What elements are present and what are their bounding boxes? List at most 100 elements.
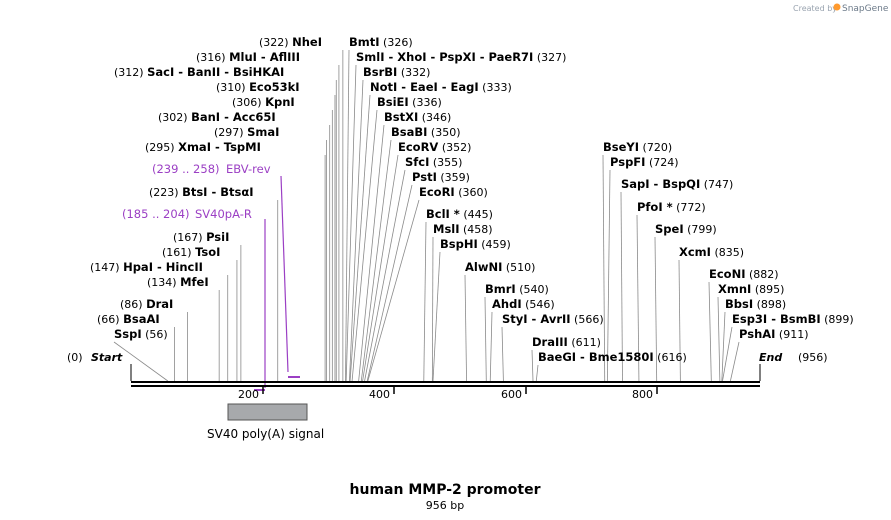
watermark-brand: SnapGene (842, 4, 889, 14)
cut-site-enzymes: BclI * (426, 207, 460, 221)
cut-site-leader (431, 236, 434, 382)
cut-site-label[interactable]: XmnI (895) (718, 282, 784, 296)
cut-site-label[interactable]: EcoRI (360) (419, 185, 488, 199)
cut-site-label[interactable]: SfcI (355) (405, 155, 462, 169)
cut-site-label[interactable]: SmlI - XhoI - PspXI - PaeR7I (327) (356, 50, 566, 64)
cut-site-enzymes: SmlI - XhoI - PspXI - PaeR7I (356, 50, 533, 64)
cut-site-position: (336) (409, 96, 442, 109)
cut-site-label[interactable]: BaeGI - Bme1580I (616) (538, 350, 687, 364)
cut-site-label[interactable]: DraIII (611) (532, 335, 601, 349)
sequence-length: 956 bp (426, 499, 464, 512)
cut-site-label[interactable]: (316) MluI - AflIII (196, 50, 300, 64)
cut-site-label[interactable]: XcmI (835) (679, 245, 744, 259)
cut-site-position: (445) (460, 208, 493, 221)
cut-site-enzymes: SmaI (247, 125, 279, 139)
end-label: End (759, 351, 782, 364)
cut-site-enzymes: XcmI (679, 245, 711, 259)
cut-site-position: (327) (533, 51, 566, 64)
cut-site-label[interactable]: BmtI (326) (349, 35, 413, 49)
cut-site-label[interactable]: BseYI (720) (603, 140, 672, 154)
cut-site-label[interactable]: (297) SmaI (214, 125, 279, 139)
cut-site-label[interactable]: EcoRV (352) (398, 140, 471, 154)
cut-site-leader (360, 139, 392, 382)
primer-range-sv40pa-r: (185 .. 204) (122, 207, 190, 221)
cut-site-leader (464, 274, 467, 382)
cut-site-position: (899) (821, 313, 854, 326)
cut-site-label[interactable]: SapI - BspQI (747) (621, 177, 733, 191)
cut-site-label[interactable]: (86) DraI (120, 297, 173, 311)
cut-site-position: (540) (516, 283, 549, 296)
cut-site-label[interactable]: (167) PsiI (173, 230, 229, 244)
cut-site-position: (510) (502, 261, 535, 274)
cut-site-enzymes: PspFI (610, 155, 645, 169)
cut-site-label[interactable]: (310) Eco53kI (216, 80, 300, 94)
cut-site-enzymes: XmnI (718, 282, 751, 296)
cut-site-label[interactable]: BstXI (346) (384, 110, 451, 124)
cut-site-position: (898) (753, 298, 786, 311)
cut-site-leader (489, 311, 493, 382)
cut-site-label[interactable]: SspI (56) (114, 327, 168, 341)
ruler: 200 400 600 800 (238, 387, 658, 401)
cut-site-position: (316) (196, 51, 229, 64)
cut-site-enzymes: EcoRV (398, 140, 438, 154)
cut-site-position: (86) (120, 298, 146, 311)
cut-site-label[interactable]: (295) XmaI - TspMI (145, 140, 261, 154)
cut-site-position: (355) (429, 156, 462, 169)
cut-site-position: (223) (149, 186, 182, 199)
cut-site-position: (312) (114, 66, 147, 79)
cut-site-label[interactable]: SpeI (799) (655, 222, 717, 236)
cut-site-label[interactable]: BbsI (898) (725, 297, 786, 311)
cut-site-label[interactable]: NotI - EaeI - EagI (333) (370, 80, 512, 94)
cut-site-label[interactable]: (312) SacI - BanII - BsiHKAI (114, 65, 284, 79)
cut-site-label[interactable]: BclI * (445) (426, 207, 493, 221)
cut-site-leader (366, 184, 413, 382)
primer-leader-ebv-rev (280, 175, 289, 373)
cut-site-label[interactable]: (223) BtsI - BtsαI (149, 185, 254, 199)
cut-site-leader (722, 326, 733, 382)
cut-site-label[interactable]: MslI (458) (433, 222, 493, 236)
cut-site-enzymes: MslI (433, 222, 460, 236)
cut-site-label[interactable]: AlwNI (510) (465, 260, 535, 274)
cut-site-leader (358, 124, 385, 382)
cut-site-label[interactable]: BsiEI (336) (377, 95, 442, 109)
primer-range-ebv-rev: (239 .. 258) (152, 162, 220, 176)
cut-site-leader (113, 341, 169, 382)
cut-site-label[interactable]: BsaBI (350) (391, 125, 461, 139)
cut-site-position: (295) (145, 141, 178, 154)
snapgene-logo-icon (833, 3, 841, 11)
cut-site-position: (895) (751, 283, 784, 296)
cut-site-label[interactable]: (134) MfeI (147, 275, 209, 289)
cut-site-label[interactable]: (302) BanI - Acc65I (158, 110, 276, 124)
cut-site-enzymes: NotI - EaeI - EagI (370, 80, 479, 94)
cut-site-position: (66) (97, 313, 123, 326)
cut-site-label[interactable]: (161) TsoI (162, 245, 220, 259)
cut-site-label[interactable]: EcoNI (882) (709, 267, 779, 281)
cut-site-enzymes: EcoRI (419, 185, 455, 199)
cut-site-position: (747) (700, 178, 733, 191)
cut-site-label[interactable]: BmrI (540) (485, 282, 549, 296)
cut-site-label[interactable]: AhdI (546) (492, 297, 555, 311)
cut-site-label[interactable]: PshAI (911) (739, 327, 809, 341)
cut-site-leader (423, 221, 427, 382)
ruler-label: 400 (369, 388, 390, 401)
cut-site-position: (56) (142, 328, 168, 341)
cut-site-label[interactable]: BspHI (459) (440, 237, 511, 251)
cut-site-label[interactable]: (147) HpaI - HincII (90, 260, 203, 274)
feature-sv40-polya[interactable] (227, 403, 308, 421)
cut-site-label[interactable]: (322) NheI (259, 35, 322, 49)
cut-site-label[interactable]: PstI (359) (412, 170, 470, 184)
cut-site-leader (620, 191, 623, 382)
cut-site-enzymes: BspHI (440, 237, 478, 251)
start-position: (0) (67, 351, 83, 364)
primer-name-sv40pa-r: SV40pA-R (195, 207, 252, 221)
cut-site-label[interactable]: (306) KpnI (232, 95, 295, 109)
cut-site-label[interactable]: StyI - AvrII (566) (502, 312, 604, 326)
cut-site-label[interactable]: BsrBI (332) (363, 65, 430, 79)
cut-site-position: (302) (158, 111, 191, 124)
cut-site-enzymes: BseYI (603, 140, 639, 154)
cut-site-label[interactable]: PspFI (724) (610, 155, 679, 169)
cut-site-label[interactable]: PfoI * (772) (637, 200, 706, 214)
cut-site-label[interactable]: (66) BsaAI (97, 312, 160, 326)
cut-site-label[interactable]: Esp3I - BsmBI (899) (732, 312, 854, 326)
